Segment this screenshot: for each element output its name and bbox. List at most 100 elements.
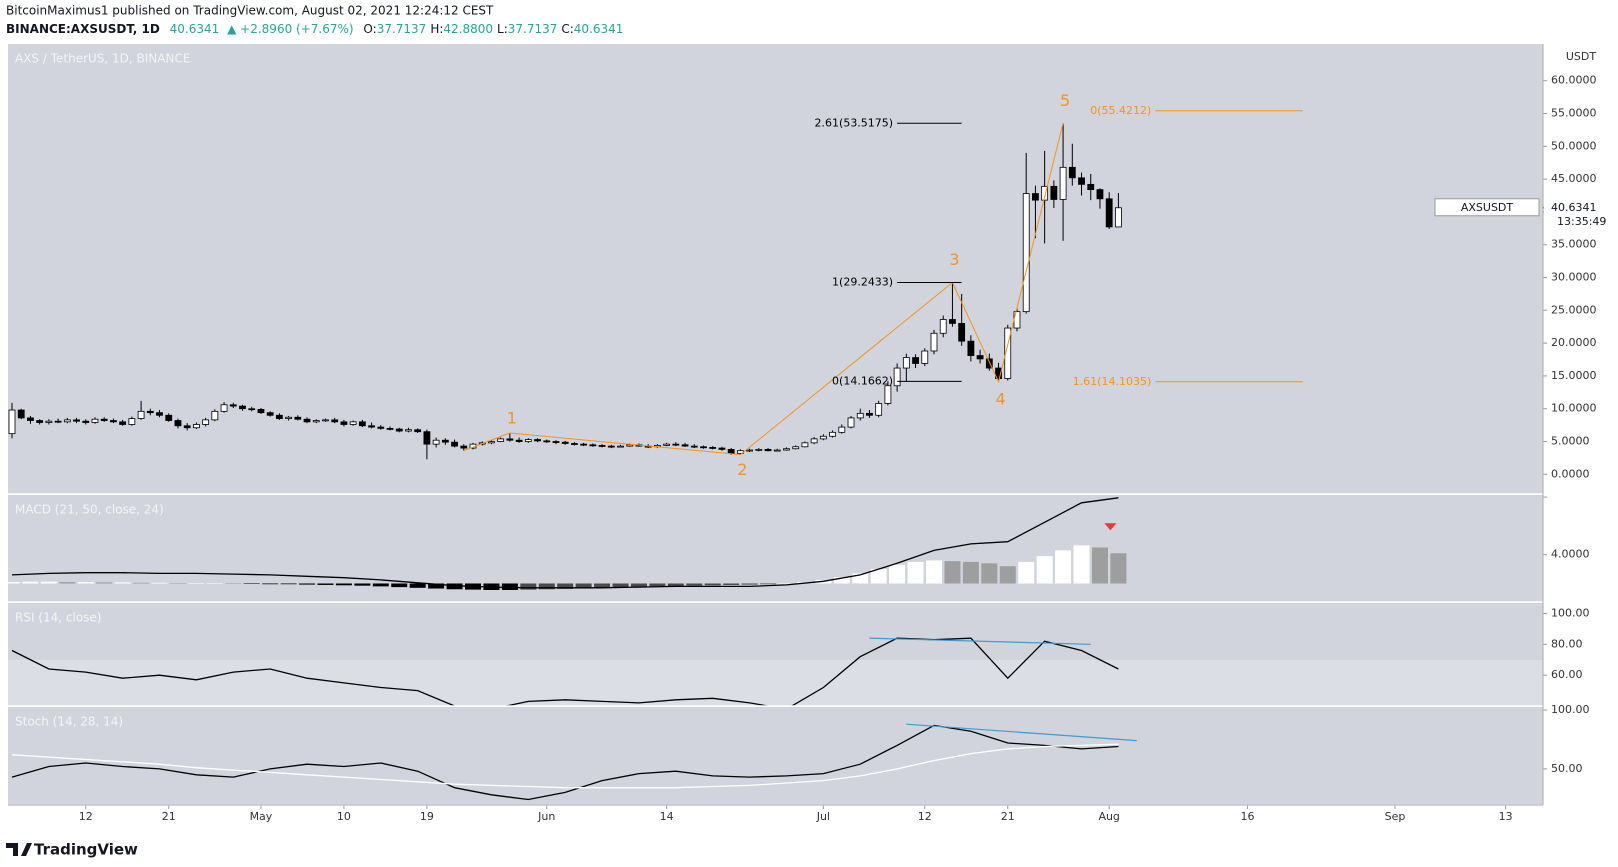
candle-body [285, 416, 293, 419]
candle-body [1105, 198, 1113, 228]
candle-body [17, 409, 25, 419]
candle-body [432, 439, 440, 445]
histogram-bar [188, 583, 205, 584]
ohlc-value: 37.7137 [508, 22, 558, 36]
histogram-bar [981, 563, 998, 584]
candle-body [783, 448, 790, 451]
candle-body [331, 419, 339, 423]
histogram-bar [225, 583, 242, 584]
x-tick-label: 12 [918, 810, 932, 823]
ohlc-value: 42.8800 [443, 22, 493, 36]
histogram-bar [372, 583, 389, 587]
histogram-bar [317, 583, 334, 585]
candle-body [257, 408, 265, 414]
x-tick-label: Aug [1098, 810, 1119, 823]
wave-label: 1 [507, 408, 517, 427]
wave-label: 2 [737, 460, 747, 479]
ohlc-label: H: [430, 22, 443, 36]
candle-body [690, 445, 698, 448]
candle-body [294, 416, 302, 420]
candle-body [497, 438, 505, 442]
candle-body [275, 414, 283, 419]
footer: TradingView [6, 841, 138, 859]
x-tick-label: May [250, 810, 273, 823]
candle-body [607, 445, 615, 448]
candle-body [543, 440, 551, 443]
y-tick-label: 0.0000 [1551, 467, 1590, 480]
y-tick-label: 4.0000 [1551, 548, 1590, 561]
histogram-bar [907, 561, 924, 584]
candle-body [119, 421, 127, 425]
candle-body [340, 421, 348, 425]
histogram-bar [262, 583, 279, 585]
histogram-bar [944, 561, 961, 584]
histogram-bar [612, 583, 629, 588]
fib-label: 2.61(53.5175) [815, 116, 894, 129]
candle-body [386, 428, 394, 430]
histogram-bar [741, 583, 758, 585]
candle-body [368, 425, 375, 428]
candle-body [174, 420, 182, 427]
candle-body [764, 448, 772, 452]
last-price: 40.6341 [1551, 201, 1597, 214]
candle-body [801, 442, 809, 448]
x-tick-label: 19 [420, 810, 434, 823]
candle-body [192, 424, 200, 429]
y-tick-label: 60.0000 [1551, 74, 1597, 87]
candle-body [1013, 311, 1021, 329]
publisher-line: BitcoinMaximus1 published on TradingView… [6, 4, 494, 18]
histogram-bar [8, 582, 20, 584]
trendline [869, 637, 1091, 645]
ohlc-line: BINANCE:AXSUSDT, 1D 40.6341 ▲ +2.8960 (+… [6, 22, 623, 36]
candle-body [248, 408, 256, 411]
histogram-bar [96, 582, 113, 584]
candle-body [63, 419, 71, 423]
wave-label: 4 [995, 389, 1005, 408]
candle-body [1078, 177, 1085, 185]
x-tick-label: 16 [1240, 810, 1254, 823]
candle-body [810, 438, 818, 444]
wave-line [463, 123, 1064, 456]
y-tick-label: 10.0000 [1551, 402, 1597, 415]
candle-body [958, 323, 966, 342]
panel [8, 110, 1303, 460]
candle-body [1068, 166, 1076, 179]
y-tick-label: 35.0000 [1551, 238, 1597, 251]
indicator-line [11, 497, 1119, 589]
histogram-bar [889, 564, 906, 584]
candle-body [949, 319, 956, 324]
y-tick-label: 50.0000 [1551, 139, 1597, 152]
candle-body [847, 417, 855, 428]
candle-body [976, 355, 984, 360]
histogram-bar [1018, 561, 1035, 584]
candle-body [1004, 327, 1012, 379]
ohlc-label: L: [497, 22, 508, 36]
histogram-bar [243, 583, 260, 584]
candle-body [617, 445, 624, 448]
price: 40.6341 [170, 22, 220, 36]
y-tick-label: 80.00 [1551, 637, 1583, 650]
candle-body [939, 319, 947, 334]
fib-label: 0(55.4212) [1090, 104, 1151, 117]
panel-background [8, 707, 1543, 805]
rsi-band [8, 659, 1543, 706]
candle-body [985, 358, 993, 369]
y-tick-label: 45.0000 [1551, 172, 1597, 185]
candle-body [137, 410, 145, 419]
tv-logo-icon [6, 843, 32, 856]
candle-body [1059, 166, 1067, 200]
candle-body [700, 446, 707, 449]
histogram-bar [206, 583, 223, 584]
histogram-bar [557, 583, 574, 589]
candle-body [1050, 185, 1058, 200]
histogram-bar [575, 583, 592, 589]
candle-body [792, 446, 800, 450]
histogram-bar [335, 583, 352, 586]
histogram-bar [409, 583, 426, 588]
histogram-bar [133, 582, 150, 584]
histogram-bar [77, 582, 94, 584]
candle-body [626, 444, 634, 447]
candle-body [303, 418, 311, 423]
candle-body [414, 429, 422, 433]
